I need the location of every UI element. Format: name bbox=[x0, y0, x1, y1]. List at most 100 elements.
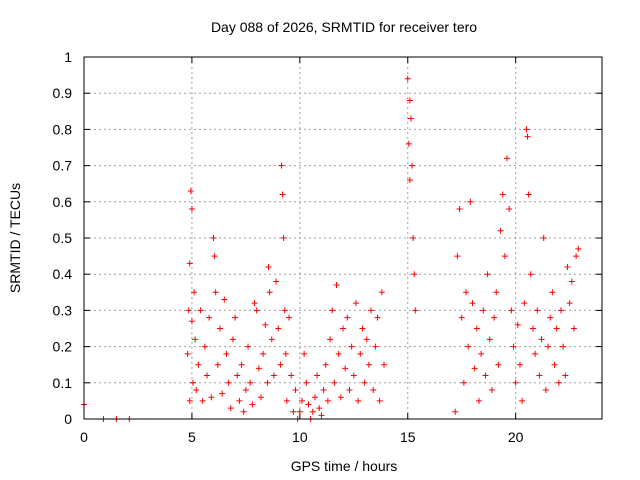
data-point bbox=[305, 401, 312, 408]
data-point bbox=[193, 387, 200, 394]
data-point bbox=[458, 314, 465, 321]
x-axis-label: GPS time / hours bbox=[291, 458, 398, 474]
data-point bbox=[290, 408, 297, 415]
data-point bbox=[365, 361, 372, 368]
y-tick-label: 0.8 bbox=[53, 121, 73, 137]
data-point bbox=[219, 390, 226, 397]
data-point bbox=[491, 314, 498, 321]
data-point bbox=[188, 206, 195, 213]
y-tick-label: 0.5 bbox=[53, 230, 73, 246]
y-tick-label: 0.7 bbox=[53, 158, 73, 174]
data-point bbox=[184, 350, 191, 357]
data-point bbox=[471, 365, 478, 372]
data-point bbox=[480, 307, 487, 314]
data-point bbox=[322, 361, 329, 368]
data-point bbox=[314, 372, 321, 379]
data-point bbox=[475, 397, 482, 404]
data-point bbox=[199, 397, 206, 404]
data-point bbox=[482, 372, 489, 379]
y-axis-label: SRMTID / TECUs bbox=[7, 183, 23, 293]
data-point bbox=[260, 350, 267, 357]
data-point bbox=[255, 365, 262, 372]
data-point bbox=[486, 336, 493, 343]
data-point bbox=[262, 321, 269, 328]
data-point bbox=[279, 191, 286, 198]
data-point bbox=[456, 206, 463, 213]
data-point bbox=[229, 336, 236, 343]
data-point bbox=[378, 289, 385, 296]
data-point bbox=[504, 155, 511, 162]
data-point bbox=[538, 336, 545, 343]
data-point bbox=[506, 206, 513, 213]
data-point bbox=[499, 191, 506, 198]
data-point bbox=[412, 307, 419, 314]
data-point bbox=[566, 300, 573, 307]
data-point bbox=[350, 372, 357, 379]
data-point bbox=[406, 177, 413, 184]
data-point bbox=[568, 278, 575, 285]
plot-frame bbox=[83, 56, 603, 420]
data-point bbox=[278, 162, 285, 169]
data-point bbox=[277, 361, 284, 368]
data-point bbox=[573, 253, 580, 260]
data-point bbox=[374, 314, 381, 321]
data-point bbox=[282, 350, 289, 357]
data-point bbox=[281, 307, 288, 314]
data-point bbox=[527, 271, 534, 278]
data-point bbox=[525, 191, 532, 198]
data-point bbox=[562, 372, 569, 379]
data-point bbox=[357, 350, 364, 357]
data-point bbox=[214, 361, 221, 368]
data-point bbox=[316, 405, 323, 412]
data-point bbox=[497, 227, 504, 234]
data-point bbox=[247, 379, 254, 386]
data-point bbox=[225, 379, 232, 386]
data-point bbox=[206, 314, 213, 321]
data-point bbox=[286, 314, 293, 321]
data-point bbox=[232, 314, 239, 321]
y-tick-label: 0.9 bbox=[53, 85, 73, 101]
data-point bbox=[406, 97, 413, 104]
data-point bbox=[467, 198, 474, 205]
data-point bbox=[516, 361, 523, 368]
y-tick-label: 0.1 bbox=[53, 375, 73, 391]
data-point bbox=[201, 343, 208, 350]
data-point bbox=[266, 289, 273, 296]
data-point bbox=[283, 397, 290, 404]
data-point bbox=[268, 336, 275, 343]
data-point bbox=[329, 307, 336, 314]
data-point bbox=[318, 412, 325, 419]
y-tick-label: 0 bbox=[64, 411, 72, 427]
data-point bbox=[242, 387, 249, 394]
data-point bbox=[510, 343, 517, 350]
data-point bbox=[534, 307, 541, 314]
data-point bbox=[512, 379, 519, 386]
data-point bbox=[191, 289, 198, 296]
y-tick-label: 1 bbox=[64, 49, 72, 65]
data-point bbox=[523, 126, 530, 133]
data-point bbox=[211, 253, 218, 260]
data-point bbox=[560, 343, 567, 350]
data-point bbox=[204, 372, 211, 379]
data-point bbox=[363, 336, 370, 343]
y-tick-label: 0.6 bbox=[53, 194, 73, 210]
data-point bbox=[521, 300, 528, 307]
x-tick-label: 15 bbox=[400, 429, 416, 445]
data-point bbox=[547, 314, 554, 321]
data-point bbox=[331, 379, 338, 386]
data-point bbox=[270, 372, 277, 379]
data-point bbox=[234, 372, 241, 379]
data-point bbox=[370, 387, 377, 394]
data-point bbox=[188, 318, 195, 325]
data-point bbox=[311, 394, 318, 401]
data-point bbox=[238, 361, 245, 368]
data-point bbox=[216, 325, 223, 332]
data-points bbox=[81, 75, 582, 422]
x-tick-label: 10 bbox=[292, 429, 308, 445]
data-point bbox=[409, 162, 416, 169]
data-point bbox=[221, 296, 228, 303]
data-point bbox=[249, 401, 256, 408]
y-tick-label: 0.3 bbox=[53, 302, 73, 318]
data-point bbox=[532, 350, 539, 357]
data-point bbox=[352, 300, 359, 307]
